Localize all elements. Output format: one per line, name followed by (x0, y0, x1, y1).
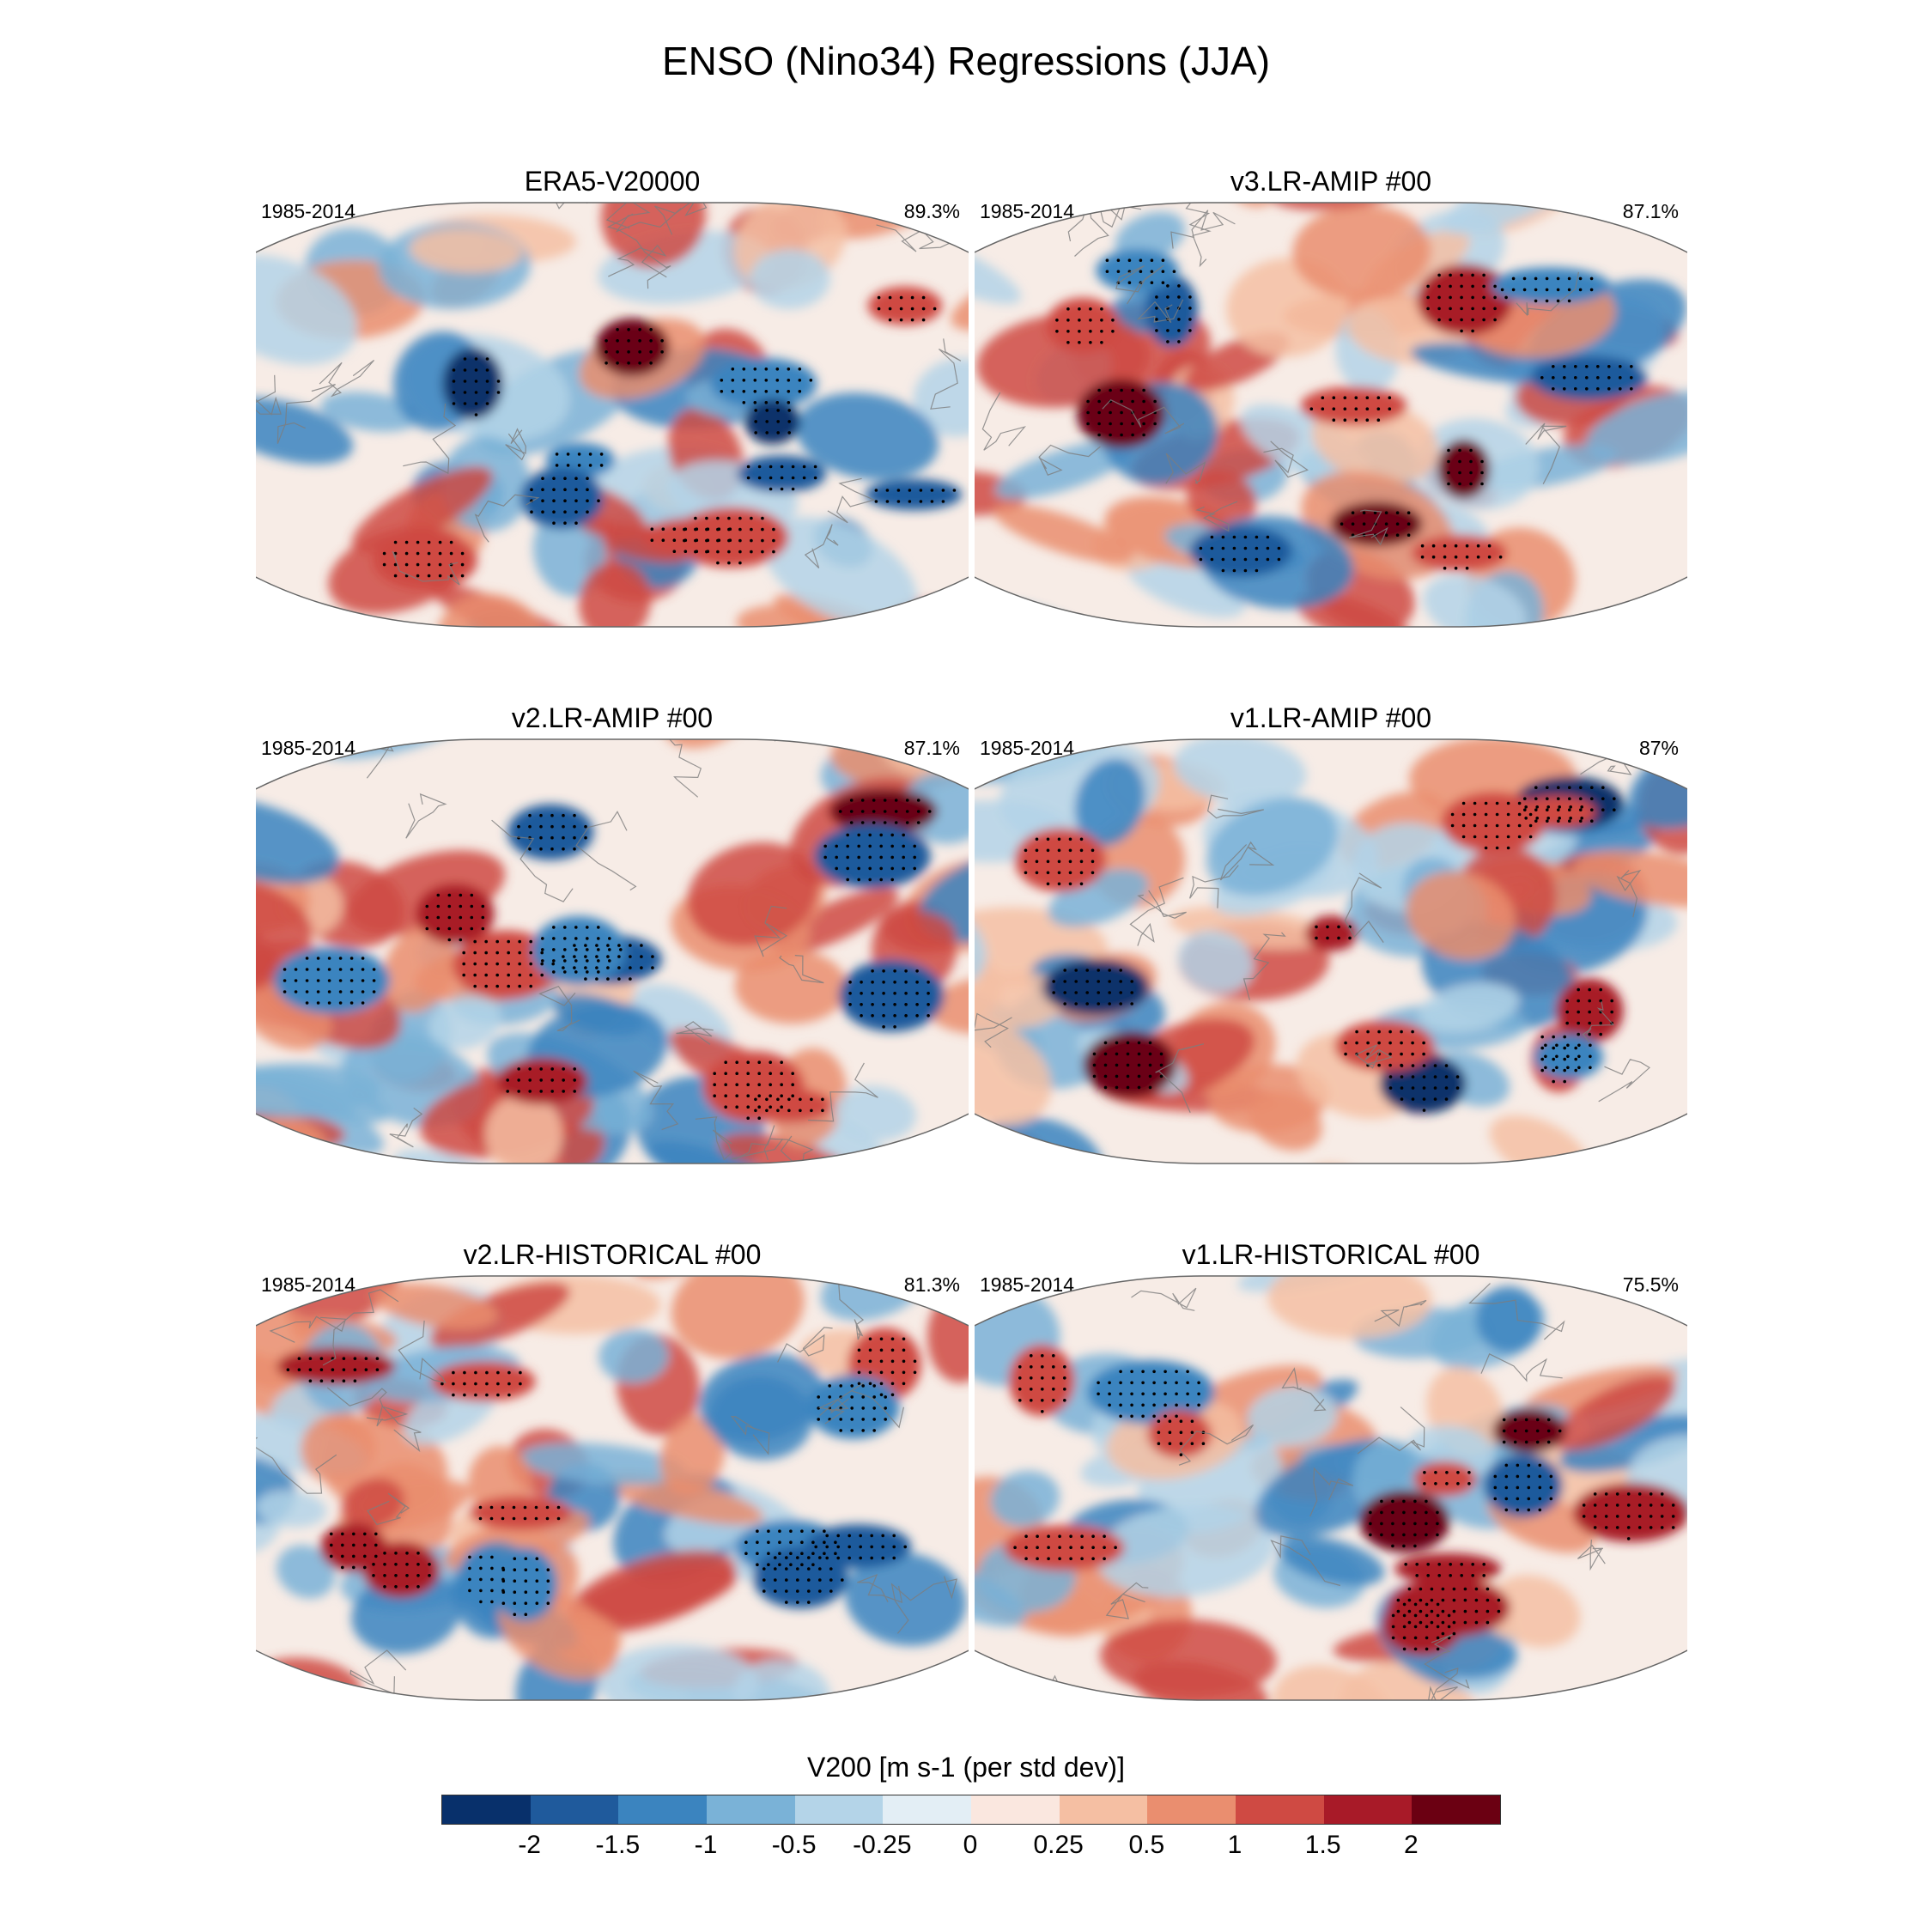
field-layer (975, 203, 1687, 627)
figure-title: ENSO (Nino34) Regressions (JJA) (661, 39, 1271, 83)
panel-percent: 75.5% (1622, 1273, 1679, 1296)
field-layer (256, 739, 969, 1163)
colorbar-segment (1323, 1795, 1413, 1824)
panel-title: v3.LR-AMIP #00 (1230, 166, 1432, 197)
panel-title: v1.LR-HISTORICAL #00 (1182, 1239, 1480, 1270)
panel-percent: 81.3% (903, 1273, 960, 1296)
field-layer (256, 203, 969, 627)
colorbar-tick-label: -1 (694, 1831, 718, 1859)
map-plot (256, 738, 969, 1164)
map-panel-v3-amip: v3.LR-AMIP #00 1985-2014 87.1% (975, 166, 1687, 629)
panel-title: v2.LR-HISTORICAL #00 (463, 1239, 762, 1270)
map-panel-v2-historical: v2.LR-HISTORICAL #00 1985-2014 81.3% (256, 1239, 969, 1703)
colorbar-tick-label: 2 (1403, 1831, 1419, 1859)
panel-period: 1985-2014 (261, 1273, 355, 1296)
panel-percent: 87% (1638, 737, 1679, 759)
colorbar-tick-label: -1.5 (595, 1831, 641, 1859)
colorbar-segment (618, 1795, 708, 1824)
colorbar-tick-label: 0 (963, 1831, 978, 1859)
colorbar-title: V200 [m s-1 (per std dev)] (807, 1752, 1125, 1783)
field-layer (256, 1276, 969, 1700)
field-layer (975, 739, 1687, 1163)
colorbar-segment (794, 1795, 884, 1824)
colorbar-segment (707, 1795, 795, 1824)
panel-percent: 89.3% (903, 200, 960, 222)
map-plot (256, 202, 969, 628)
colorbar-tick-label: -0.5 (771, 1831, 817, 1859)
panel-period: 1985-2014 (980, 200, 1074, 222)
colorbar-tick-label: 0.25 (1033, 1831, 1084, 1859)
map-outline (256, 1275, 969, 1701)
colorbar (441, 1795, 1501, 1825)
panel-period: 1985-2014 (980, 1273, 1074, 1296)
significance-stippling (382, 295, 957, 578)
significance-stippling (1013, 1354, 1675, 1651)
colorbar-tick-label: 1 (1227, 1831, 1242, 1859)
panel-percent: 87.1% (1622, 200, 1679, 222)
panel-percent: 87.1% (903, 737, 960, 759)
map-outline (256, 202, 969, 628)
map-plot (975, 738, 1687, 1164)
colorbar-tick-label: -0.25 (853, 1831, 912, 1859)
colorbar-segment (883, 1795, 972, 1824)
significance-stippling (283, 799, 932, 1120)
panel-title: v2.LR-AMIP #00 (511, 702, 714, 733)
map-outline (975, 738, 1687, 1164)
colorbar-segment (1236, 1795, 1324, 1824)
colorbar-tick-labels: -2 -1.5 -1 -0.5 -0.25 0 0.25 0.5 1 1.5 2 (441, 1831, 1499, 1865)
significance-stippling (286, 1337, 917, 1616)
panel-period: 1985-2014 (261, 200, 355, 222)
colorbar-tick-label: 0.5 (1128, 1831, 1165, 1859)
colorbar-segment (971, 1795, 1060, 1824)
panel-period: 1985-2014 (980, 737, 1074, 759)
colorbar-tick-label: 1.5 (1304, 1831, 1341, 1859)
map-panel-v1-historical: v1.LR-HISTORICAL #00 1985-2014 75.5% (975, 1239, 1687, 1703)
panel-title: ERA5-V20000 (524, 166, 701, 197)
map-panel-v1-amip: v1.LR-AMIP #00 1985-2014 87% (975, 702, 1687, 1166)
field-layer (975, 1276, 1687, 1700)
colorbar-tick-label: -2 (518, 1831, 541, 1859)
map-plot (256, 1275, 969, 1701)
map-panel-era5: ERA5-V20000 1985-2014 89.3% (256, 166, 969, 629)
colorbar-segment (1412, 1795, 1501, 1824)
colorbar-segment (442, 1795, 531, 1824)
colorbar-segment (530, 1795, 619, 1824)
panel-period: 1985-2014 (261, 737, 355, 759)
map-outline (975, 202, 1687, 628)
colorbar-segment (1147, 1795, 1236, 1824)
map-panel-v2-amip: v2.LR-AMIP #00 1985-2014 87.1% (256, 702, 969, 1166)
map-outline (975, 1275, 1687, 1701)
map-plot (975, 202, 1687, 628)
panel-title: v1.LR-AMIP #00 (1230, 702, 1432, 733)
map-plot (975, 1275, 1687, 1701)
map-outline (256, 738, 969, 1164)
colorbar-segment (1059, 1795, 1148, 1824)
